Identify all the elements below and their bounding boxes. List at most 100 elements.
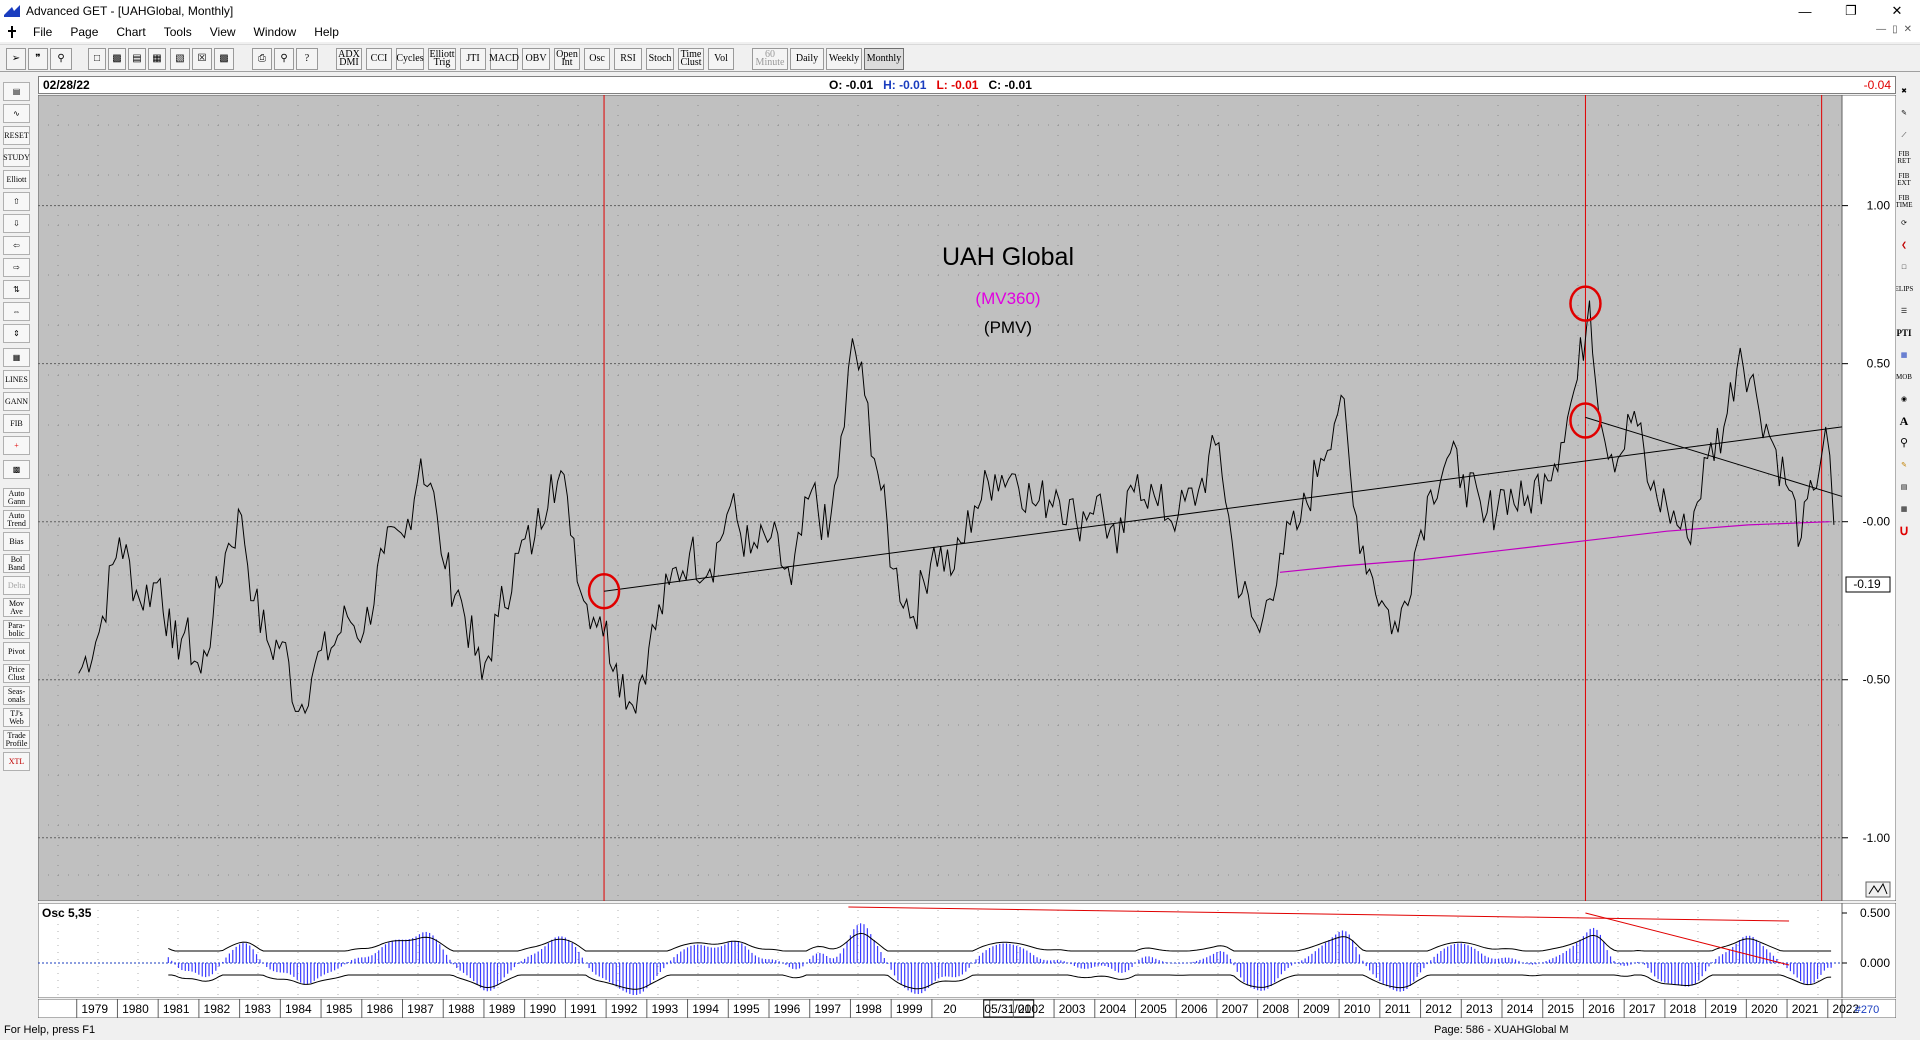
arrow-left-icon[interactable]: ⇦ [3,236,30,255]
cursor-tool-icon[interactable]: ➢ [6,48,26,70]
magnet-tool-icon[interactable]: ∪ [1898,524,1910,539]
mov-ave-button[interactable]: Mov Ave [3,598,30,617]
folder-tool-icon[interactable]: ▤ [3,82,30,101]
save-icon[interactable]: ▩ [108,48,126,70]
study-button-adx[interactable]: ADX DMI [336,48,362,70]
fib-time-button[interactable]: FIB TIME [1895,193,1913,209]
menu-window[interactable]: Window [253,25,297,39]
chart-properties-icon[interactable]: ▩ [3,460,30,479]
arrow-down-icon[interactable]: ⇩ [3,214,30,233]
bar-spacing-icon[interactable]: ⇅ [3,280,30,299]
close-button[interactable]: ✕ [1891,3,1903,18]
xtl-button[interactable]: XTL [3,752,30,771]
interval-monthly-button[interactable]: Monthly [864,48,904,70]
menu-help[interactable]: Help [314,25,339,39]
fan-tool-icon[interactable]: ❮ [1901,241,1907,249]
gann-tool-button[interactable]: GANN [3,392,30,411]
crosshair-icon[interactable]: + [3,436,30,455]
elips-button[interactable]: ELIPS [1894,285,1914,293]
tjs-web-button[interactable]: TJ's Web [3,708,30,727]
bias-button[interactable]: Bias [3,532,30,551]
interval-weekly-button[interactable]: Weekly [826,48,862,70]
child-restore-icon[interactable]: ▯ [1892,24,1898,35]
menu-file[interactable]: File [33,25,53,39]
study-button-obv[interactable]: OBV [522,48,550,70]
compress-vertical-icon[interactable]: ⇕ [3,324,30,343]
study-button-macd[interactable]: MACD [489,48,519,70]
spiral-tool-icon[interactable]: ⟳ [1901,219,1907,227]
trade-profile-button[interactable]: Trade Profile [3,730,30,749]
compress-horizontal-icon[interactable]: ⇔ [3,302,30,321]
reset-tool-button[interactable]: RESET [3,126,30,145]
magnifier-tool-icon[interactable]: ⚲ [1899,437,1909,449]
print-icon[interactable]: ⎙ [252,48,272,70]
maximize-button[interactable]: ❐ [1845,3,1857,18]
bol-band-button[interactable]: Bol Band [3,554,30,573]
price-clust-button[interactable]: Price Clust [3,664,30,683]
grid-tool-icon[interactable]: ▦ [3,348,30,367]
fib-ext-button[interactable]: FIB EXT [1897,171,1911,187]
study-button-open-int[interactable]: Open Int [554,48,580,70]
child-close-icon[interactable]: ✕ [1903,24,1912,35]
arrow-right-icon[interactable]: ⇨ [3,258,30,277]
study-button-time-clust[interactable]: Time Clust [678,48,704,70]
interval-60-minute-button[interactable]: 60 Minute [752,48,788,70]
minimize-button[interactable]: — [1798,3,1812,19]
parabolic-button[interactable]: Para-bolic [3,620,30,639]
quote-tool-icon[interactable]: ❞ [28,48,48,70]
study-tool-button[interactable]: STUDY [3,148,30,167]
study-button-cci[interactable]: CCI [366,48,392,70]
zoom-tool-icon[interactable]: ⚲ [50,48,72,70]
lines-tool-button[interactable]: LINES [3,370,30,389]
delta-button[interactable]: Delta [3,576,30,595]
context-help-icon[interactable]: ? [296,48,318,70]
title-bar: Advanced GET - [UAHGlobal, Monthly] — ❐ … [0,0,1920,22]
study-button-jti[interactable]: JTI [460,48,486,70]
layout-icon[interactable]: ▩ [214,48,234,70]
pivot-button[interactable]: Pivot [3,642,30,661]
list-tool-icon[interactable]: ▤ [1900,483,1908,491]
study-button-vol[interactable]: Vol [708,48,734,70]
auto-gann-button[interactable]: Auto Gann [3,488,30,507]
interval-daily-button[interactable]: Daily [790,48,824,70]
child-minimize-icon[interactable]: — [1876,24,1887,35]
menu-page[interactable]: Page [70,25,99,39]
wave-tool-icon[interactable]: ∿ [3,104,30,123]
oscillator-pane[interactable]: 0.500 0.000 Osc 5,35 [38,903,1896,998]
arrow-up-icon[interactable]: ⇧ [3,192,30,211]
grid-tool-icon[interactable]: ▦ [1900,351,1908,359]
channel-tool-icon[interactable]: ☰ [1900,307,1908,315]
study-button-stoch[interactable]: Stoch [646,48,674,70]
delete-chart-icon[interactable]: ☒ [192,48,212,70]
seasonals-button[interactable]: Seas-onals [3,686,30,705]
chart-scale-icon[interactable] [1865,881,1891,898]
text-tool-button[interactable]: A [1899,414,1909,428]
price-chart[interactable]: 1.00 0.50 -0.00 -0.50 -1.00 -0.19 UAH Global… [38,95,1896,901]
line-tool-icon[interactable]: ⟋ [1901,131,1907,139]
menu-chart[interactable]: Chart [116,25,146,39]
box-tool-icon[interactable]: □ [1901,263,1907,271]
notes-tool-icon[interactable]: ▦ [1900,505,1908,513]
study-button-osc[interactable]: Osc [584,48,610,70]
globe-tool-icon[interactable]: ◉ [1900,395,1908,403]
menu-view[interactable]: View [209,25,236,39]
fib-ret-button[interactable]: FIB RET [1897,149,1911,165]
study-button-cycles[interactable]: Cycles [396,48,424,70]
elliott-tool-button[interactable]: Elliott [3,170,30,189]
fib-tool-button[interactable]: FIB [3,414,30,433]
cross-tool-icon[interactable]: ✖ [1901,87,1907,95]
pti-button[interactable]: PTI [1896,328,1912,338]
new-page-icon[interactable]: □ [88,48,106,70]
auto-trend-button[interactable]: Auto Trend [3,510,30,529]
mob-button[interactable]: MOB [1896,373,1912,381]
study-button-elliott-trig[interactable]: Elliott Trig [428,48,456,70]
copy-icon[interactable]: ▦ [148,48,166,70]
hint-icon[interactable]: ⚲ [274,48,294,70]
properties-icon[interactable]: ▧ [170,48,190,70]
open-icon[interactable]: ▤ [128,48,146,70]
study-button-rsi[interactable]: RSI [614,48,642,70]
menu-tools[interactable]: Tools [163,25,192,39]
document-icon[interactable] [6,24,20,40]
eraser-tool-icon[interactable]: ✎ [1901,461,1907,469]
pencil-tool-icon[interactable]: ✎ [1901,109,1907,117]
